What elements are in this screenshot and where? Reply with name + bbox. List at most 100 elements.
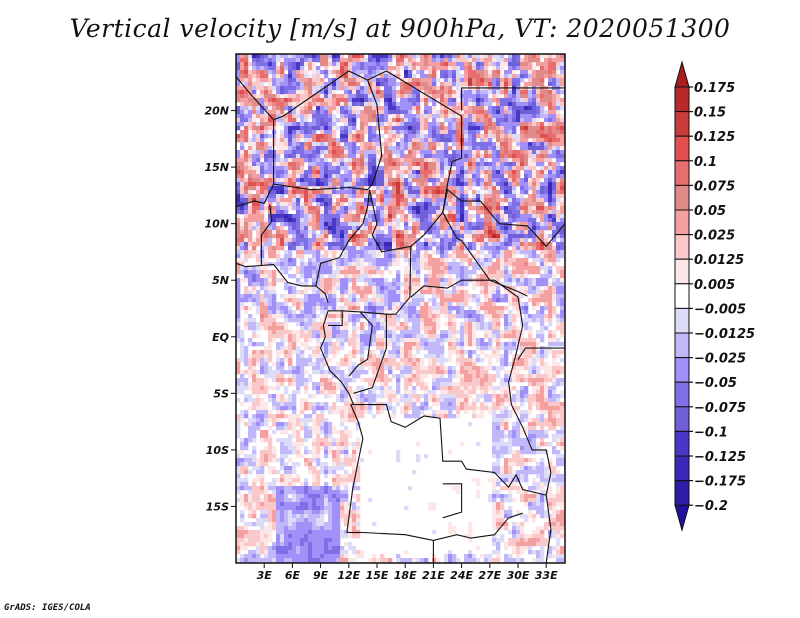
field-cell (236, 270, 241, 275)
field-cell (532, 222, 537, 227)
field-cell (480, 250, 485, 255)
field-cell (368, 238, 373, 243)
field-cell (536, 170, 541, 175)
field-cell (384, 226, 389, 231)
field-cell (248, 222, 253, 227)
field-cell (532, 130, 537, 135)
field-cell (444, 166, 449, 171)
field-cell (352, 82, 357, 87)
field-cell (260, 250, 265, 255)
field-cell (368, 90, 373, 95)
field-cell (444, 90, 449, 95)
field-cell (404, 198, 409, 203)
field-cell (248, 314, 253, 319)
field-cell (436, 142, 441, 147)
field-cell (508, 302, 513, 307)
field-cell (252, 202, 257, 207)
field-cell (396, 94, 401, 99)
field-cell (508, 158, 513, 163)
field-cell (452, 298, 457, 303)
field-cell (516, 258, 521, 263)
field-cell (324, 54, 329, 59)
field-cell (328, 90, 333, 95)
field-cell (488, 122, 493, 127)
field-cell (272, 274, 277, 279)
field-cell (376, 206, 381, 211)
field-cell (376, 194, 381, 199)
field-cell (560, 70, 565, 75)
field-cell (448, 238, 453, 243)
field-cell (244, 298, 249, 303)
field-cell (296, 290, 301, 295)
field-cell (496, 162, 501, 167)
field-cell (408, 142, 413, 147)
field-cell (268, 78, 273, 83)
field-cell (276, 94, 281, 99)
field-cell (292, 286, 297, 291)
field-cell (384, 178, 389, 183)
field-cell (556, 166, 561, 171)
field-cell (248, 290, 253, 295)
field-cell (436, 138, 441, 143)
field-cell (320, 134, 325, 139)
field-cell (536, 102, 541, 107)
field-cell (312, 150, 317, 155)
field-cell (472, 74, 477, 79)
field-cell (300, 314, 305, 319)
field-cell (448, 198, 453, 203)
field-cell (484, 310, 489, 315)
field-cell (440, 206, 445, 211)
field-cell (424, 242, 429, 247)
field-cell (356, 150, 361, 155)
field-cell (436, 310, 441, 315)
field-cell (272, 262, 277, 267)
field-cell (280, 194, 285, 199)
field-cell (428, 290, 433, 295)
field-cell (376, 214, 381, 219)
field-cell (324, 98, 329, 103)
field-cell (512, 238, 517, 243)
field-cell (388, 202, 393, 207)
field-cell (500, 58, 505, 63)
field-cell (324, 102, 329, 107)
field-cell (396, 226, 401, 231)
field-cell (312, 210, 317, 215)
field-cell (496, 230, 501, 235)
field-cell (324, 166, 329, 171)
field-cell (320, 258, 325, 263)
field-cell (428, 246, 433, 251)
field-cell (372, 278, 377, 283)
field-cell (320, 226, 325, 231)
field-cell (428, 66, 433, 71)
field-cell (384, 186, 389, 191)
field-cell (292, 302, 297, 307)
field-cell (248, 74, 253, 79)
field-cell (372, 282, 377, 287)
field-cell (532, 134, 537, 139)
field-cell (504, 150, 509, 155)
field-cell (332, 302, 337, 307)
field-cell (532, 190, 537, 195)
field-cell (452, 158, 457, 163)
field-cell (256, 54, 261, 59)
field-cell (300, 266, 305, 271)
field-cell (536, 158, 541, 163)
field-cell (324, 154, 329, 159)
field-cell (464, 250, 469, 255)
field-cell (492, 118, 497, 123)
field-cell (300, 234, 305, 239)
field-cell (372, 114, 377, 119)
field-cell (404, 246, 409, 251)
field-cell (404, 186, 409, 191)
field-cell (520, 154, 525, 159)
field-cell (500, 186, 505, 191)
field-cell (424, 126, 429, 131)
field-cell (320, 126, 325, 131)
field-cell (480, 226, 485, 231)
field-cell (540, 254, 545, 259)
field-cell (468, 258, 473, 263)
field-cell (460, 314, 465, 319)
field-cell (352, 206, 357, 211)
field-cell (328, 270, 333, 275)
field-cell (348, 58, 353, 63)
